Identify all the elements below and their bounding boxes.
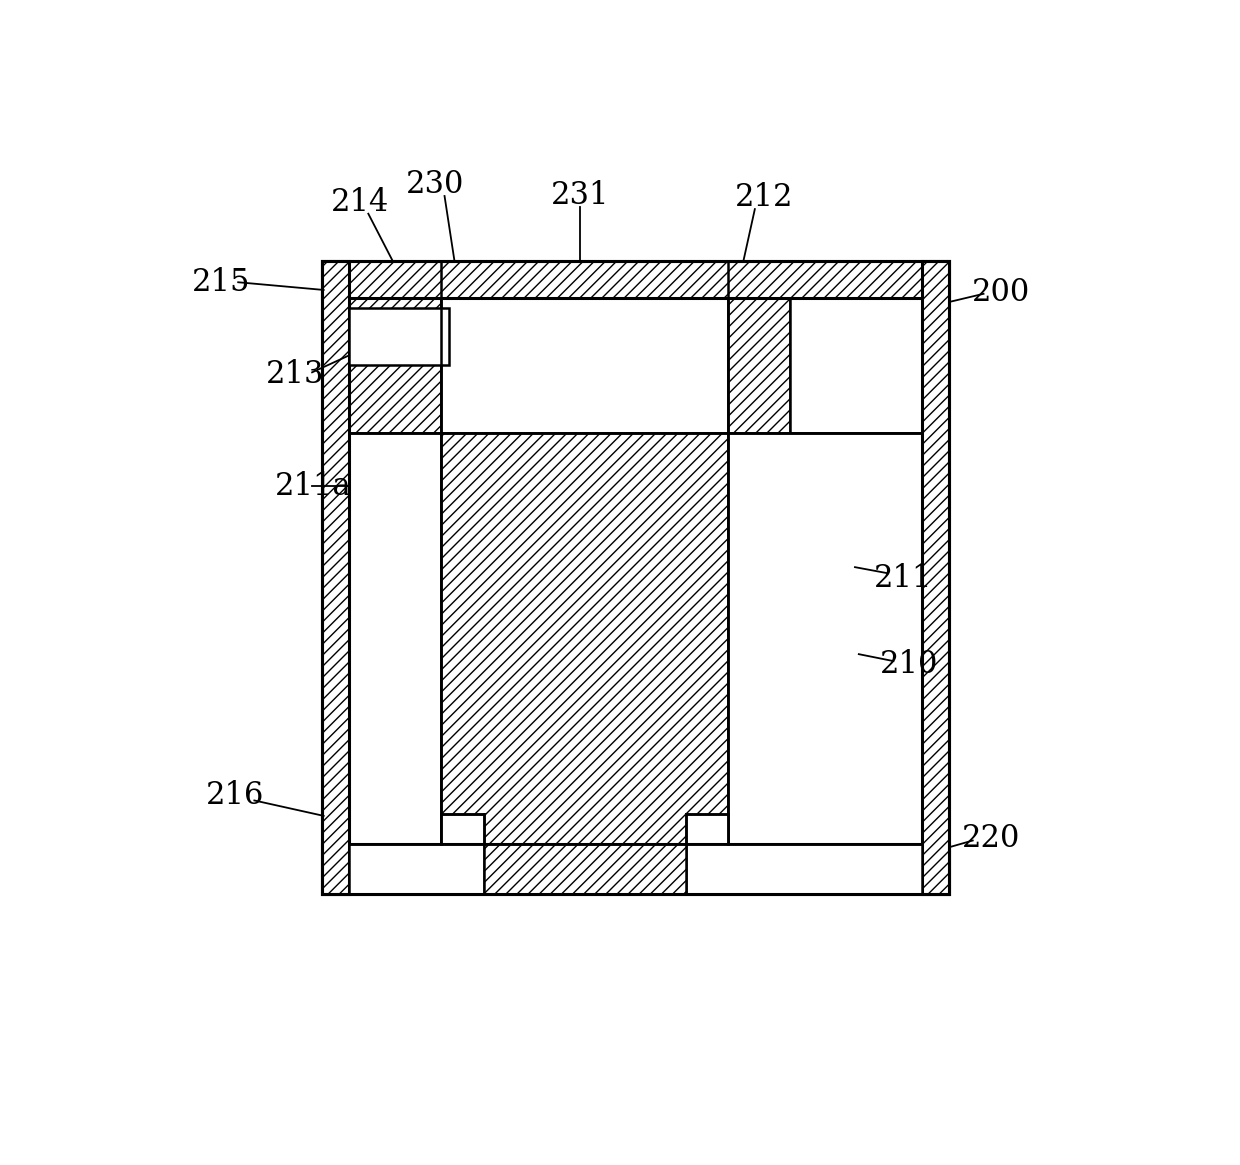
Text: 214: 214 [331,188,389,219]
Bar [728,433,921,845]
Text: 215: 215 [192,267,250,298]
Bar [441,298,728,433]
Bar [350,433,441,845]
Bar [322,261,350,895]
Text: 210: 210 [879,649,937,680]
Bar [921,261,949,895]
Bar [441,813,484,845]
Bar [350,298,441,433]
Text: 200: 200 [972,277,1030,308]
Bar [686,845,921,895]
Text: 231: 231 [551,179,609,211]
Text: 211: 211 [874,563,932,594]
Bar [322,261,949,298]
Bar [484,845,686,895]
Bar [686,813,728,845]
Text: 212: 212 [735,182,794,213]
Bar [350,845,484,895]
Text: 211a: 211a [275,471,352,502]
Text: 230: 230 [407,169,465,200]
Text: 220: 220 [962,824,1021,854]
Bar [322,845,949,895]
Bar [441,433,728,845]
Bar [322,261,949,895]
Bar [790,298,923,433]
Bar [350,298,921,845]
Text: 216: 216 [206,781,264,811]
Text: 213: 213 [265,359,325,390]
Bar [728,298,790,433]
Bar [350,308,449,366]
